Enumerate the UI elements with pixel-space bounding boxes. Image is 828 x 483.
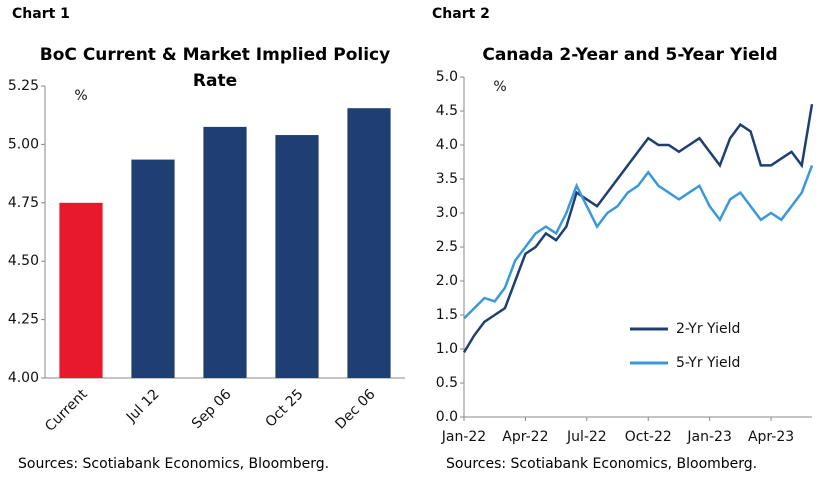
x-tick-label: Jan-23 [686, 429, 731, 445]
y-tick-label: 4.50 [8, 253, 39, 269]
y-axis-label: % [74, 88, 87, 104]
y-axis-label: % [493, 79, 506, 95]
y-tick-label: 0.0 [436, 409, 458, 425]
chart-label: Chart 1 [12, 6, 70, 22]
y-tick-label: 4.0 [436, 137, 458, 153]
y-tick-label: 5.25 [8, 78, 39, 94]
y-tick-label: 3.0 [436, 205, 458, 221]
x-tick-label: Jan-22 [441, 429, 486, 445]
source: Sources: Scotiabank Economics, Bloomberg… [446, 456, 758, 472]
legend-label: 2-Yr Yield [676, 321, 740, 337]
y-tick-label: 1.0 [436, 341, 458, 357]
bar [203, 126, 247, 378]
legend-label: 5-Yr Yield [676, 355, 740, 371]
bar [275, 135, 319, 378]
x-tick-label: Oct-22 [625, 429, 672, 445]
x-tick-label: Sep 06 [189, 386, 235, 432]
x-tick-label: Apr-22 [502, 429, 548, 445]
bar [347, 108, 391, 378]
y-tick-label: 2.5 [436, 239, 458, 255]
bar [59, 202, 103, 378]
line [462, 103, 814, 354]
y-tick-label: 1.5 [436, 307, 458, 323]
bar [131, 159, 175, 378]
y-tick-label: 0.5 [436, 375, 458, 391]
x-tick-label: Oct 25 [262, 386, 306, 430]
y-tick-label: 4.75 [8, 195, 39, 211]
line [463, 164, 814, 320]
source: Sources: Scotiabank Economics, Bloomberg… [18, 456, 330, 472]
y-tick-label: 4.00 [8, 370, 39, 386]
y-tick-label: 5.0 [436, 69, 458, 85]
chart-label: Chart 2 [432, 6, 490, 22]
chart-title: BoC Current & Market Implied Policy Rate [39, 45, 391, 91]
y-tick-label: 4.5 [436, 103, 458, 119]
y-tick-label: 4.25 [8, 312, 39, 328]
x-tick-label: Current [42, 386, 91, 435]
chart-title: Canada 2-Year and 5-Year Yield [482, 45, 778, 65]
y-tick-label: 5.00 [8, 136, 39, 152]
x-tick-label: Jul 12 [123, 386, 163, 426]
x-tick-label: Apr-23 [748, 429, 794, 445]
y-tick-label: 3.5 [436, 171, 458, 187]
x-tick-label: Jul-22 [566, 429, 607, 445]
y-tick-label: 2.0 [436, 273, 458, 289]
x-tick-label: Dec 06 [332, 386, 378, 432]
